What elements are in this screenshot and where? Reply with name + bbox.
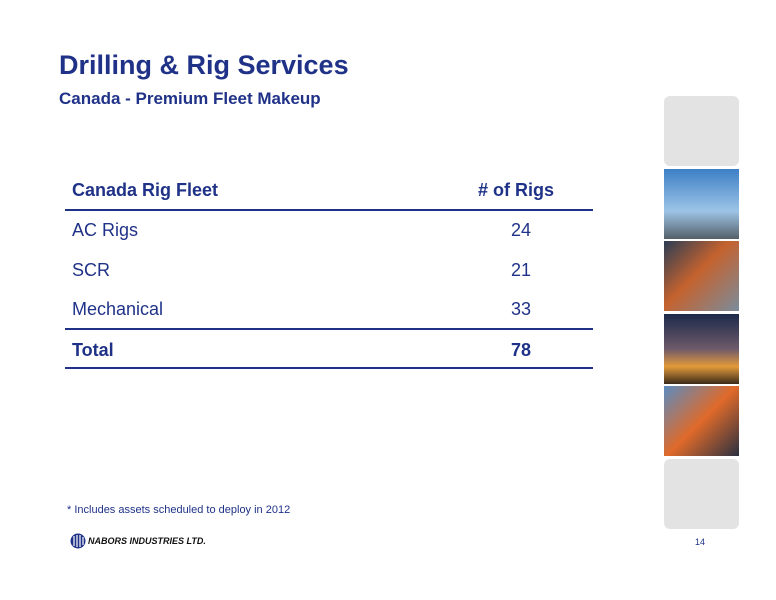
side-tile: [664, 96, 739, 166]
side-photo: [664, 386, 739, 456]
footnote: * Includes assets scheduled to deploy in…: [67, 504, 291, 516]
subtitle: Canada - Premium Fleet Makeup: [59, 89, 321, 108]
row-label: AC Rigs: [72, 220, 139, 240]
company-logo: NABORS INDUSTRIES LTD.: [88, 536, 206, 546]
row-value: 24: [510, 220, 532, 240]
bottom-rule: [65, 367, 593, 369]
column-header: Canada Rig Fleet: [72, 180, 219, 200]
side-photo: [664, 169, 739, 239]
title: Drilling & Rig Services: [59, 50, 349, 80]
header-rule: [65, 209, 593, 211]
total-rule: [65, 328, 593, 330]
logo-mark: [70, 533, 86, 549]
page-number: 14: [695, 537, 706, 547]
total-value: 78: [510, 340, 532, 360]
row-value: 21: [510, 260, 532, 280]
row-label: SCR: [72, 260, 111, 280]
column-header: # of Rigs: [478, 180, 555, 200]
total-label: Total: [72, 340, 114, 360]
side-photo: [664, 314, 739, 384]
side-tile: [664, 459, 739, 529]
row-value: 33: [510, 299, 532, 319]
side-photo: [664, 241, 739, 311]
row-label: Mechanical: [72, 299, 164, 319]
